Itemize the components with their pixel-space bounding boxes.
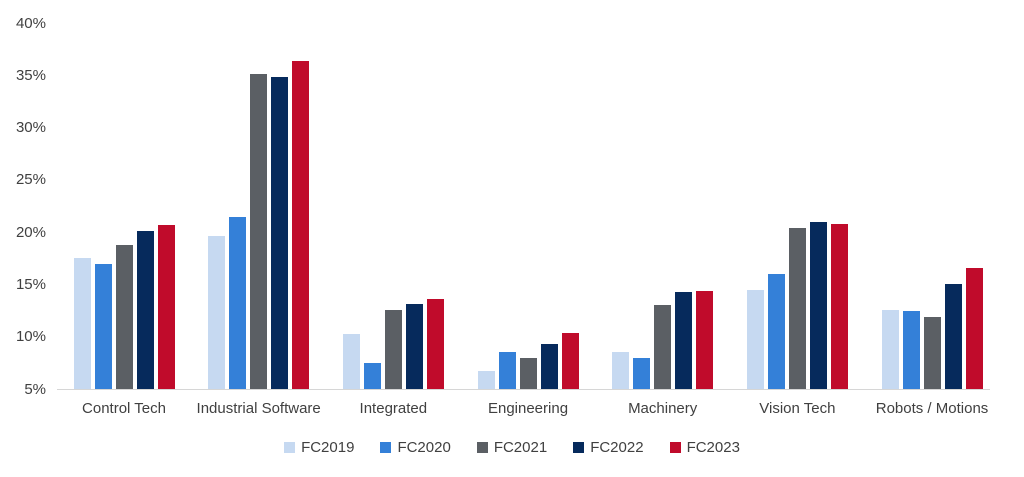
bar-group xyxy=(208,60,310,389)
legend: FC2019 FC2020 FC2021 FC2022 FC2023 xyxy=(0,439,1024,456)
bar-FC2019 xyxy=(612,352,630,389)
bar-FC2019 xyxy=(208,236,226,389)
legend-label: FC2021 xyxy=(493,439,548,456)
legend-item-FC2022: FC2022 xyxy=(573,439,644,456)
bar-FC2020 xyxy=(498,352,516,389)
legend-item-FC2019: FC2019 xyxy=(284,439,354,456)
bar-FC2022 xyxy=(540,344,558,389)
y-tick-label: 10% xyxy=(15,328,46,346)
legend-label: FC2020 xyxy=(397,439,451,456)
x-axis-label: Vision Tech xyxy=(759,400,836,417)
legend-swatch-icon xyxy=(476,442,488,453)
bar-FC2022 xyxy=(271,77,289,389)
bar-FC2021 xyxy=(250,74,268,389)
bar-group xyxy=(881,267,983,389)
legend-label: FC2023 xyxy=(686,439,740,456)
legend-label: FC2022 xyxy=(590,439,644,456)
y-tick-label: 25% xyxy=(15,171,46,189)
bar-FC2021 xyxy=(115,244,133,389)
y-tick-label: 15% xyxy=(15,275,46,293)
y-tick-label: 20% xyxy=(15,223,46,241)
y-tick-label: 30% xyxy=(15,119,46,137)
legend-swatch-icon xyxy=(284,442,296,453)
bar-FC2023 xyxy=(830,223,848,389)
bar-FC2023 xyxy=(561,332,579,389)
bar-FC2023 xyxy=(965,267,983,389)
bar-FC2019 xyxy=(881,309,899,389)
y-tick-label: 40% xyxy=(15,14,46,32)
bar-FC2023 xyxy=(292,60,310,389)
y-tick-label: 35% xyxy=(15,66,46,84)
bar-FC2021 xyxy=(519,357,537,389)
bar-FC2021 xyxy=(788,228,806,389)
bar-FC2022 xyxy=(809,221,827,389)
legend-item-FC2021: FC2021 xyxy=(476,439,548,456)
bar-FC2022 xyxy=(136,231,154,389)
bar-group xyxy=(477,332,579,389)
bar-FC2019 xyxy=(342,333,360,389)
legend-item-FC2023: FC2023 xyxy=(669,439,740,456)
bar-FC2021 xyxy=(654,305,672,389)
x-axis-label: Control Tech xyxy=(82,400,166,417)
bar-FC2020 xyxy=(633,357,651,389)
bar-FC2020 xyxy=(363,362,381,389)
legend-swatch-icon xyxy=(669,442,681,453)
y-tick-label: 5% xyxy=(24,380,46,398)
bar-group xyxy=(342,299,444,389)
bar-FC2020 xyxy=(767,274,785,389)
bar-FC2022 xyxy=(944,284,962,389)
x-axis-label: Industrial Software xyxy=(196,400,321,417)
bar-FC2019 xyxy=(477,371,495,389)
x-axis-label: Integrated xyxy=(359,400,428,417)
x-axis-label: Engineering xyxy=(487,400,569,417)
bar-group xyxy=(612,290,714,389)
bar-FC2022 xyxy=(675,291,693,389)
bar-FC2023 xyxy=(157,224,175,389)
bar-group xyxy=(746,221,848,389)
bar-FC2021 xyxy=(923,316,941,389)
legend-label: FC2019 xyxy=(301,439,355,456)
bar-FC2019 xyxy=(746,289,764,389)
bar-FC2023 xyxy=(696,290,714,389)
bar-FC2019 xyxy=(73,258,91,389)
x-axis-label: Robots / Motions xyxy=(875,400,989,417)
x-axis-label: Machinery xyxy=(628,400,698,417)
bar-FC2020 xyxy=(902,310,920,389)
bar-group xyxy=(73,224,175,389)
bar-FC2020 xyxy=(94,263,112,389)
legend-swatch-icon xyxy=(573,442,585,453)
legend-item-FC2020: FC2020 xyxy=(380,439,451,456)
legend-swatch-icon xyxy=(380,442,392,453)
bar-FC2023 xyxy=(426,299,444,389)
bar-FC2022 xyxy=(405,304,423,389)
bar-FC2021 xyxy=(384,309,402,389)
x-axis-line xyxy=(57,389,990,390)
bar-FC2020 xyxy=(229,216,247,389)
